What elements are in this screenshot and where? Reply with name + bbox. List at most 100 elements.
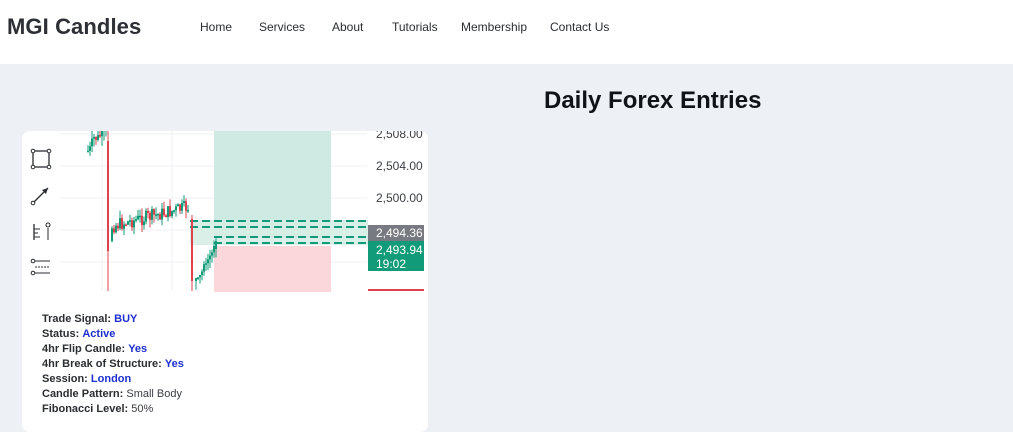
candle-body bbox=[91, 138, 93, 147]
nav-services[interactable]: Services bbox=[259, 20, 306, 34]
stop-loss-zone bbox=[214, 246, 331, 292]
candle-pattern-value: Small Body bbox=[126, 388, 182, 400]
top-navbar: MGI Candles Home Services About Tutorial… bbox=[0, 0, 1013, 64]
status-value: Active bbox=[82, 328, 116, 340]
candle-body bbox=[145, 210, 147, 222]
session-label: Session: bbox=[42, 373, 88, 385]
flip-candle-row: 4hr Flip Candle: Yes bbox=[42, 342, 184, 357]
candle-body bbox=[113, 228, 115, 233]
flip-candle-label: 4hr Flip Candle: bbox=[42, 343, 126, 355]
candle-body bbox=[173, 210, 175, 212]
trend-line-icon[interactable] bbox=[30, 184, 52, 206]
candle-body bbox=[89, 146, 91, 151]
candle-body bbox=[163, 208, 165, 216]
trade-signal-value: BUY bbox=[114, 313, 138, 325]
price-chart[interactable]: 2,508.00 2,504.00 2,500.00 bbox=[22, 131, 428, 301]
nav-about[interactable]: About bbox=[332, 20, 364, 34]
candle-body bbox=[123, 224, 125, 229]
candle-body bbox=[161, 208, 163, 220]
entry-band bbox=[190, 220, 368, 245]
candle-body bbox=[107, 141, 109, 251]
candle-body bbox=[209, 255, 211, 260]
candle-body bbox=[187, 210, 189, 212]
nav-contact-us[interactable]: Contact Us bbox=[550, 20, 610, 34]
candle-body bbox=[135, 219, 137, 221]
candle-body bbox=[185, 201, 187, 211]
nav-tutorials[interactable]: Tutorials bbox=[392, 20, 438, 34]
candle-body bbox=[195, 278, 197, 281]
candle-body bbox=[131, 220, 133, 228]
candle-body bbox=[157, 214, 159, 216]
status-row: Status: Active bbox=[42, 327, 184, 342]
fibonacci-level-row: Fibonacci Level: 50% bbox=[42, 402, 184, 417]
session-value: London bbox=[90, 373, 132, 385]
candle-body bbox=[179, 204, 181, 211]
candle-body bbox=[133, 220, 135, 228]
candle-body bbox=[147, 210, 149, 214]
trade-info: Trade Signal: BUY Status: Active 4hr Fli… bbox=[42, 312, 184, 417]
candle-body bbox=[141, 215, 143, 226]
break-of-structure-row: 4hr Break of Structure: Yes bbox=[42, 357, 184, 372]
candle-body bbox=[191, 219, 193, 281]
fibonacci-icon[interactable] bbox=[30, 256, 52, 278]
fibonacci-level-label: Fibonacci Level: bbox=[42, 403, 129, 415]
candle-body bbox=[169, 206, 171, 217]
candle-body bbox=[205, 263, 207, 265]
candle-pattern-label: Candle Pattern: bbox=[42, 388, 124, 400]
candle-body bbox=[175, 206, 177, 211]
candle-body bbox=[95, 137, 97, 140]
candle-body bbox=[153, 209, 155, 215]
candle-body bbox=[197, 277, 199, 279]
candle-body bbox=[93, 137, 95, 139]
rectangle-icon[interactable] bbox=[30, 148, 52, 170]
candle-body bbox=[165, 215, 167, 218]
candle-body bbox=[181, 203, 183, 211]
price-tick-2: 2,504.00 bbox=[376, 159, 423, 173]
candle-body bbox=[87, 150, 89, 153]
candle-body bbox=[101, 131, 103, 137]
candle-body bbox=[99, 135, 101, 137]
price-tick-1: 2,508.00 bbox=[376, 131, 423, 141]
flip-candle-value: Yes bbox=[128, 343, 148, 355]
candle-body bbox=[139, 215, 141, 218]
candle-body bbox=[211, 252, 213, 256]
session-row: Session: London bbox=[42, 372, 184, 387]
candle-body bbox=[125, 224, 127, 226]
candle-pattern-row: Candle Pattern: Small Body bbox=[42, 387, 184, 402]
candle-body bbox=[117, 225, 119, 229]
candle-body bbox=[97, 135, 99, 140]
entry-price-badge: 2,493.94 19:02 bbox=[368, 241, 424, 271]
trade-card: 2,508.00 2,504.00 2,500.00 2,494.36 2,49… bbox=[22, 131, 428, 432]
break-of-structure-value: Yes bbox=[164, 358, 184, 370]
candle-body bbox=[201, 271, 203, 276]
entry-time-value: 19:02 bbox=[376, 257, 407, 271]
candle-body bbox=[167, 206, 169, 218]
candle-body bbox=[121, 218, 123, 229]
trade-signal-row: Trade Signal: BUY bbox=[42, 312, 184, 327]
measure-icon[interactable] bbox=[30, 220, 52, 242]
fibonacci-level-value: 50% bbox=[131, 403, 154, 415]
candle-body bbox=[149, 213, 151, 220]
candle-body bbox=[177, 204, 179, 207]
candle-body bbox=[207, 259, 209, 264]
candles-group bbox=[87, 131, 217, 291]
current-price-badge: 2,494.36 bbox=[368, 225, 424, 241]
candle-body bbox=[115, 225, 117, 233]
entry-price-value: 2,493.94 bbox=[376, 243, 423, 257]
nav-home[interactable]: Home bbox=[200, 20, 233, 34]
candle-body bbox=[143, 221, 145, 226]
candle-body bbox=[215, 241, 217, 249]
candle-body bbox=[137, 215, 139, 220]
candle-body bbox=[213, 246, 215, 253]
page-title: Daily Forex Entries bbox=[544, 87, 762, 114]
break-of-structure-label: 4hr Break of Structure: bbox=[42, 358, 162, 370]
candle-body bbox=[151, 209, 153, 220]
candle-body bbox=[155, 214, 157, 216]
trade-signal-label: Trade Signal: bbox=[42, 313, 112, 325]
status-label: Status: bbox=[42, 328, 80, 340]
candle-body bbox=[111, 228, 113, 241]
candle-body bbox=[129, 220, 131, 222]
candle-body bbox=[171, 210, 173, 217]
brand-logo[interactable]: MGI Candles bbox=[7, 14, 142, 39]
nav-membership[interactable]: Membership bbox=[461, 20, 528, 34]
